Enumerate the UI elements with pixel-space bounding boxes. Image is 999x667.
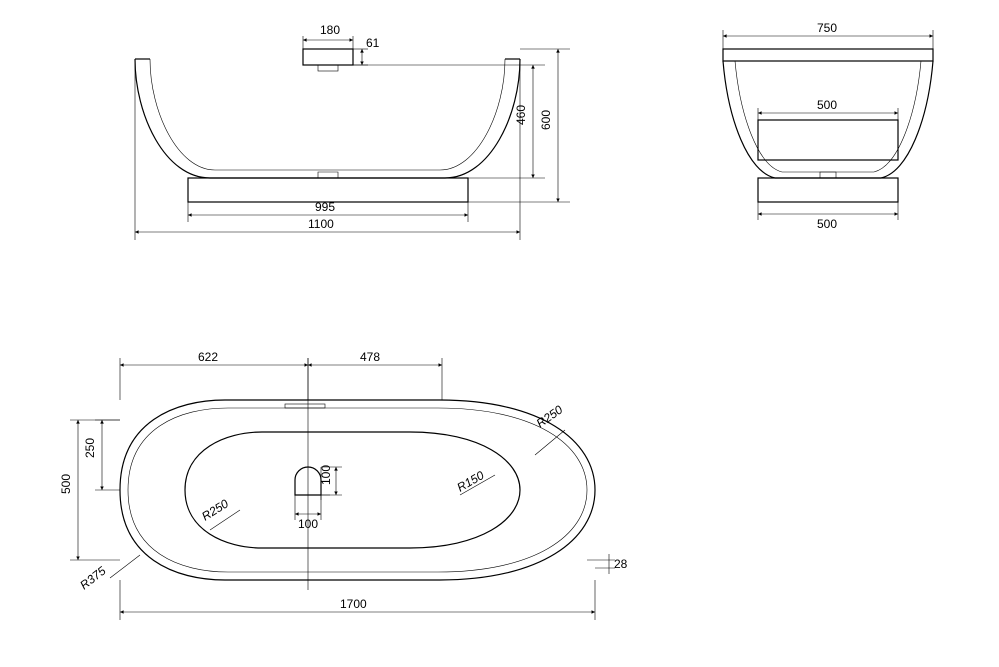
r250b-label: R250 xyxy=(534,402,566,430)
r150-label: R150 xyxy=(455,468,487,495)
dim-28-label: 28 xyxy=(614,557,628,571)
radius-r150: R150 xyxy=(455,468,496,495)
dim-500a-label: 500 xyxy=(817,98,837,112)
dim-250: 250 xyxy=(83,420,120,490)
technical-drawing: 180 61 460 600 995 xyxy=(0,0,999,667)
dim-100h-label: 100 xyxy=(298,517,318,531)
dim-180-label: 180 xyxy=(320,23,340,37)
radius-r375: R375 xyxy=(77,555,140,592)
dim-750-label: 750 xyxy=(817,21,837,35)
dim-100v: 100 xyxy=(319,465,342,495)
dim-61-label: 61 xyxy=(366,36,380,50)
dim-180: 180 xyxy=(303,23,353,49)
dim-622: 622 xyxy=(120,350,308,400)
end-drain-notch xyxy=(820,172,836,178)
side-plinth xyxy=(188,178,468,202)
side-bowl-outer xyxy=(135,59,520,178)
dim-750: 750 xyxy=(723,21,933,49)
dim-995-label: 995 xyxy=(315,200,335,214)
dim-500a: 500 xyxy=(758,98,898,120)
plan-view: 622 478 250 500 100 xyxy=(59,350,628,620)
end-plinth xyxy=(758,178,898,202)
side-drain-notch xyxy=(318,172,338,178)
dim-478-label: 478 xyxy=(360,350,380,364)
r250a-label: R250 xyxy=(199,496,231,523)
plan-overflow-slot xyxy=(285,404,325,408)
dim-460-label: 460 xyxy=(514,105,528,125)
dim-1700: 1700 xyxy=(120,580,595,620)
dim-250-label: 250 xyxy=(83,438,97,458)
dim-600-label: 600 xyxy=(539,110,553,130)
dim-500b: 500 xyxy=(758,202,898,231)
plan-outer-shell xyxy=(120,400,595,580)
plan-inner-basin xyxy=(185,432,520,548)
dim-1700-label: 1700 xyxy=(340,597,367,611)
dim-478: 478 xyxy=(308,350,442,400)
end-elevation-view: 750 500 500 xyxy=(723,21,933,231)
r375-label: R375 xyxy=(77,563,108,592)
radius-r250b: R250 xyxy=(534,402,566,455)
dim-500b-label: 500 xyxy=(817,217,837,231)
end-inner-panel xyxy=(758,120,898,160)
side-filler-spout xyxy=(318,65,338,71)
radius-r250a: R250 xyxy=(199,496,240,530)
dim-28: 28 xyxy=(587,554,628,574)
dim-460: 460 xyxy=(353,65,545,178)
side-elevation-view: 180 61 460 600 995 xyxy=(135,23,570,240)
side-filler-block xyxy=(303,49,353,65)
dim-622-label: 622 xyxy=(198,350,218,364)
end-body-inner xyxy=(735,61,921,172)
dim-100v-label: 100 xyxy=(319,465,333,485)
dim-1100-label: 1100 xyxy=(308,217,334,231)
side-bowl-inner xyxy=(150,59,505,170)
dim-61: 61 xyxy=(353,36,380,65)
end-rim xyxy=(723,49,933,61)
dim-500-label: 500 xyxy=(59,474,73,494)
